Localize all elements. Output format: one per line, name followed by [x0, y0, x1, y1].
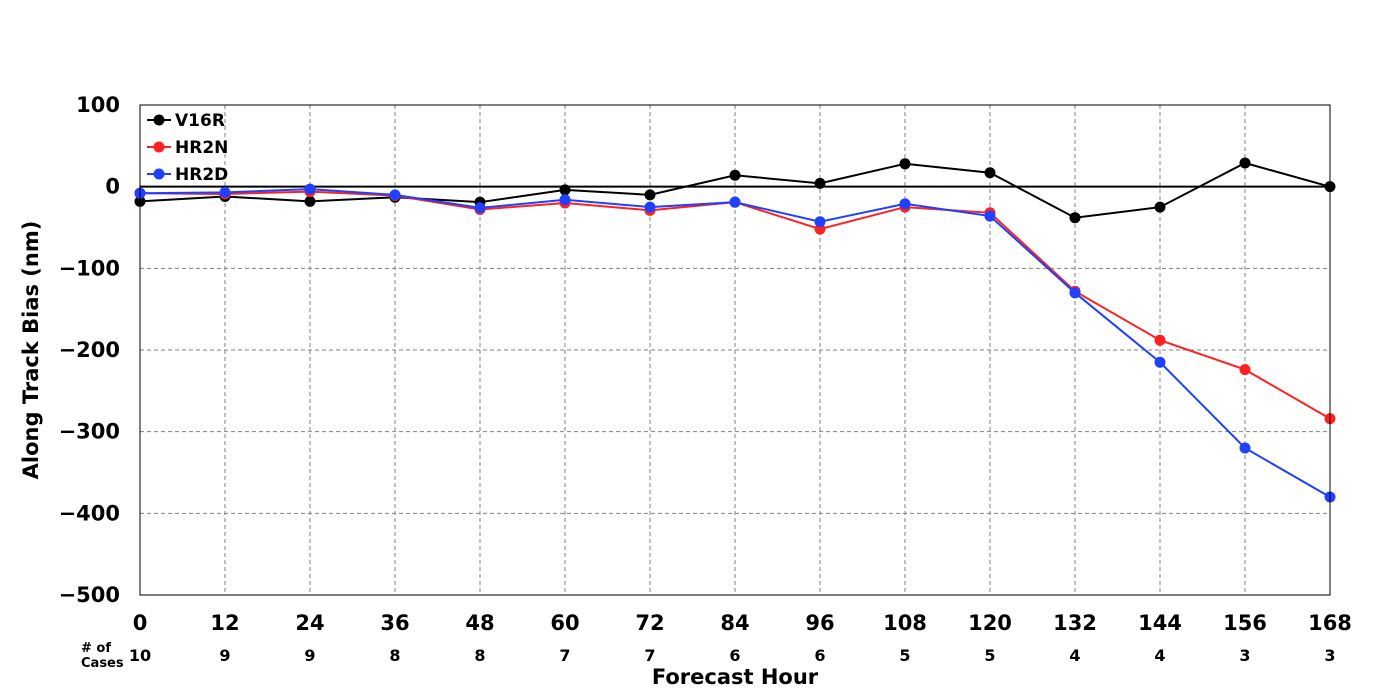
case-count: 7: [559, 646, 570, 665]
case-count: 3: [1324, 646, 1335, 665]
data-point-V16R: [304, 195, 316, 207]
legend-label: HR2D: [175, 165, 228, 185]
data-point-V16R: [559, 184, 571, 196]
case-count: 9: [304, 646, 315, 665]
case-count: 7: [644, 646, 655, 665]
y-tick-label: −400: [59, 501, 120, 525]
data-point-HR2D: [474, 202, 486, 214]
legend-label: V16R: [175, 111, 225, 131]
data-point-HR2D: [984, 210, 996, 222]
y-tick-labels: 100 0 −100 −200 −300 −400 −500: [59, 93, 120, 607]
data-point-HR2D: [219, 186, 231, 198]
case-count: 8: [474, 646, 485, 665]
grid-layer: [140, 105, 1330, 595]
y-tick-label: 0: [105, 175, 120, 199]
y-tick-label: −500: [59, 583, 120, 607]
x-tick-label: 132: [1053, 611, 1097, 635]
x-axis-label: Forecast Hour: [652, 665, 819, 689]
x-tick-label: 0: [133, 611, 148, 635]
x-tick-label: 36: [380, 611, 409, 635]
x-tick-label: 84: [720, 611, 749, 635]
data-point-HR2D: [899, 198, 911, 210]
y-tick-label: 100: [76, 93, 120, 117]
case-count: 6: [729, 646, 740, 665]
x-tick-label: 60: [550, 611, 579, 635]
legend-item-V16R: V16R: [147, 111, 225, 131]
series-layer: [134, 157, 1336, 503]
legend-item-HR2N: HR2N: [147, 138, 228, 158]
x-tick-label: 24: [295, 611, 324, 635]
case-count: 6: [814, 646, 825, 665]
x-tick-label: 12: [210, 611, 239, 635]
x-tick-label: 120: [968, 611, 1012, 635]
data-point-V16R: [899, 158, 911, 170]
data-point-HR2D: [814, 216, 826, 228]
x-tick-labels: 0 12 24 36 48 60 72 84 96 108 120 132 144 156 168: [133, 611, 1352, 635]
data-point-HR2D: [304, 183, 316, 195]
data-point-V16R: [1154, 201, 1166, 213]
data-point-V16R: [984, 167, 996, 179]
data-point-HR2D: [559, 194, 571, 206]
x-tick-label: 48: [465, 611, 494, 635]
x-tick-label: 96: [805, 611, 834, 635]
case-count: 3: [1239, 646, 1250, 665]
cases-title-line: # of: [81, 641, 111, 656]
legend-label: HR2N: [175, 138, 228, 158]
data-point-HR2D: [1239, 442, 1251, 454]
data-point-HR2N: [1154, 334, 1166, 346]
data-point-HR2D: [389, 189, 401, 201]
x-tick-label: 156: [1223, 611, 1267, 635]
case-count: 4: [1069, 646, 1080, 665]
legend-swatch-marker: [153, 168, 165, 180]
data-point-HR2N: [1239, 364, 1251, 376]
legend-swatch-marker: [153, 114, 165, 126]
x-tick-label: 168: [1308, 611, 1352, 635]
x-tick-label: 108: [883, 611, 927, 635]
data-point-V16R: [1069, 212, 1081, 224]
data-point-HR2D: [1154, 356, 1166, 368]
x-tick-label: 72: [635, 611, 664, 635]
x-tick-label: 144: [1138, 611, 1182, 635]
series-HR2D: [134, 183, 1336, 503]
case-count: 8: [389, 646, 400, 665]
plot-frame: [139, 104, 1331, 596]
cases-title-line: Cases: [81, 656, 124, 671]
y-tick-label: −100: [59, 256, 120, 280]
case-count: 5: [899, 646, 910, 665]
case-count: 5: [984, 646, 995, 665]
data-point-V16R: [814, 177, 826, 189]
legend-swatch-marker: [153, 141, 165, 153]
y-tick-label: −300: [59, 420, 120, 444]
data-point-HR2D: [1069, 287, 1081, 299]
y-axis-label: Along Track Bias (nm): [19, 221, 43, 480]
legend-item-HR2D: HR2D: [147, 165, 228, 185]
case-count: 4: [1154, 646, 1165, 665]
legend: V16R HR2N HR2D: [147, 111, 228, 185]
data-point-V16R: [1239, 157, 1251, 169]
data-point-HR2D: [729, 196, 741, 208]
case-count: 9: [219, 646, 230, 665]
data-point-V16R: [644, 189, 656, 201]
data-point-HR2D: [644, 201, 656, 213]
case-count: 10: [129, 646, 151, 665]
y-tick-label: −200: [59, 338, 120, 362]
data-point-V16R: [729, 169, 741, 181]
